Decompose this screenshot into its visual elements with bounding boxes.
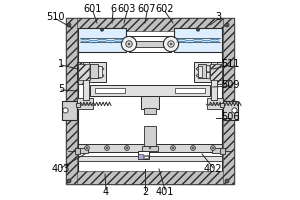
Circle shape <box>86 147 88 149</box>
Bar <box>78 28 126 52</box>
Circle shape <box>225 23 229 27</box>
Circle shape <box>122 36 136 52</box>
Bar <box>66 18 77 184</box>
Bar <box>62 101 77 120</box>
Text: 6: 6 <box>110 4 116 14</box>
Bar <box>90 64 98 78</box>
Text: 4: 4 <box>103 187 109 197</box>
Bar <box>198 66 202 77</box>
Circle shape <box>67 23 71 27</box>
Text: 506: 506 <box>221 112 239 122</box>
Circle shape <box>196 28 200 31</box>
Circle shape <box>63 108 68 113</box>
Circle shape <box>105 146 110 150</box>
Bar <box>223 101 238 120</box>
Polygon shape <box>196 72 210 79</box>
Circle shape <box>148 146 152 150</box>
Text: 403: 403 <box>52 164 70 174</box>
Circle shape <box>232 108 237 113</box>
Circle shape <box>164 36 178 52</box>
Text: 5: 5 <box>58 84 64 94</box>
Bar <box>77 62 106 82</box>
Circle shape <box>192 147 194 149</box>
Text: 601: 601 <box>84 4 102 14</box>
Circle shape <box>126 147 128 149</box>
Bar <box>75 148 80 154</box>
Bar <box>125 41 175 47</box>
Text: 602: 602 <box>156 4 174 14</box>
Circle shape <box>124 146 129 150</box>
Bar <box>77 98 93 109</box>
Polygon shape <box>196 66 210 72</box>
Circle shape <box>100 28 103 31</box>
Polygon shape <box>90 66 104 72</box>
Circle shape <box>190 146 195 150</box>
Bar <box>78 30 222 172</box>
Circle shape <box>170 43 172 45</box>
Circle shape <box>106 147 108 149</box>
Circle shape <box>211 146 215 150</box>
Bar <box>212 148 223 153</box>
Bar <box>194 62 223 82</box>
Text: 3: 3 <box>215 12 221 22</box>
Bar <box>138 154 143 159</box>
Bar <box>175 88 205 93</box>
Bar <box>90 85 210 96</box>
Text: 402: 402 <box>204 164 222 174</box>
Bar <box>66 18 234 31</box>
Circle shape <box>225 179 229 183</box>
Bar <box>78 62 83 84</box>
Bar <box>78 64 90 80</box>
Circle shape <box>128 43 130 45</box>
Bar <box>220 148 225 154</box>
Bar <box>141 96 159 109</box>
Text: 511: 511 <box>221 59 239 69</box>
Circle shape <box>85 146 89 150</box>
Bar <box>223 18 234 184</box>
Circle shape <box>171 146 176 150</box>
Bar <box>207 98 223 109</box>
Text: 509: 509 <box>221 80 239 90</box>
Text: 401: 401 <box>156 187 174 197</box>
Polygon shape <box>90 72 104 79</box>
Text: 603: 603 <box>118 4 136 14</box>
Bar <box>77 148 88 153</box>
Bar <box>198 64 206 78</box>
Bar <box>144 108 156 114</box>
Bar <box>66 18 234 184</box>
Bar <box>138 151 149 159</box>
Text: 1: 1 <box>58 59 64 69</box>
Bar <box>78 144 222 152</box>
Bar <box>217 62 222 84</box>
Bar <box>220 103 224 107</box>
Circle shape <box>172 147 174 149</box>
Bar <box>210 64 222 80</box>
Bar <box>144 126 156 146</box>
Text: 510: 510 <box>46 12 64 22</box>
Bar <box>211 62 217 100</box>
Circle shape <box>126 41 132 47</box>
Bar <box>78 156 222 161</box>
Bar <box>142 146 158 151</box>
Circle shape <box>149 147 151 149</box>
Bar <box>174 28 222 52</box>
Bar <box>83 62 89 100</box>
Bar <box>66 171 234 184</box>
Bar <box>76 103 80 107</box>
Bar <box>98 66 102 77</box>
Circle shape <box>212 147 214 149</box>
Bar <box>95 88 125 93</box>
Bar <box>144 155 148 158</box>
Circle shape <box>168 41 174 47</box>
Text: 607: 607 <box>138 4 156 14</box>
Text: 2: 2 <box>142 187 148 197</box>
Circle shape <box>67 179 71 183</box>
